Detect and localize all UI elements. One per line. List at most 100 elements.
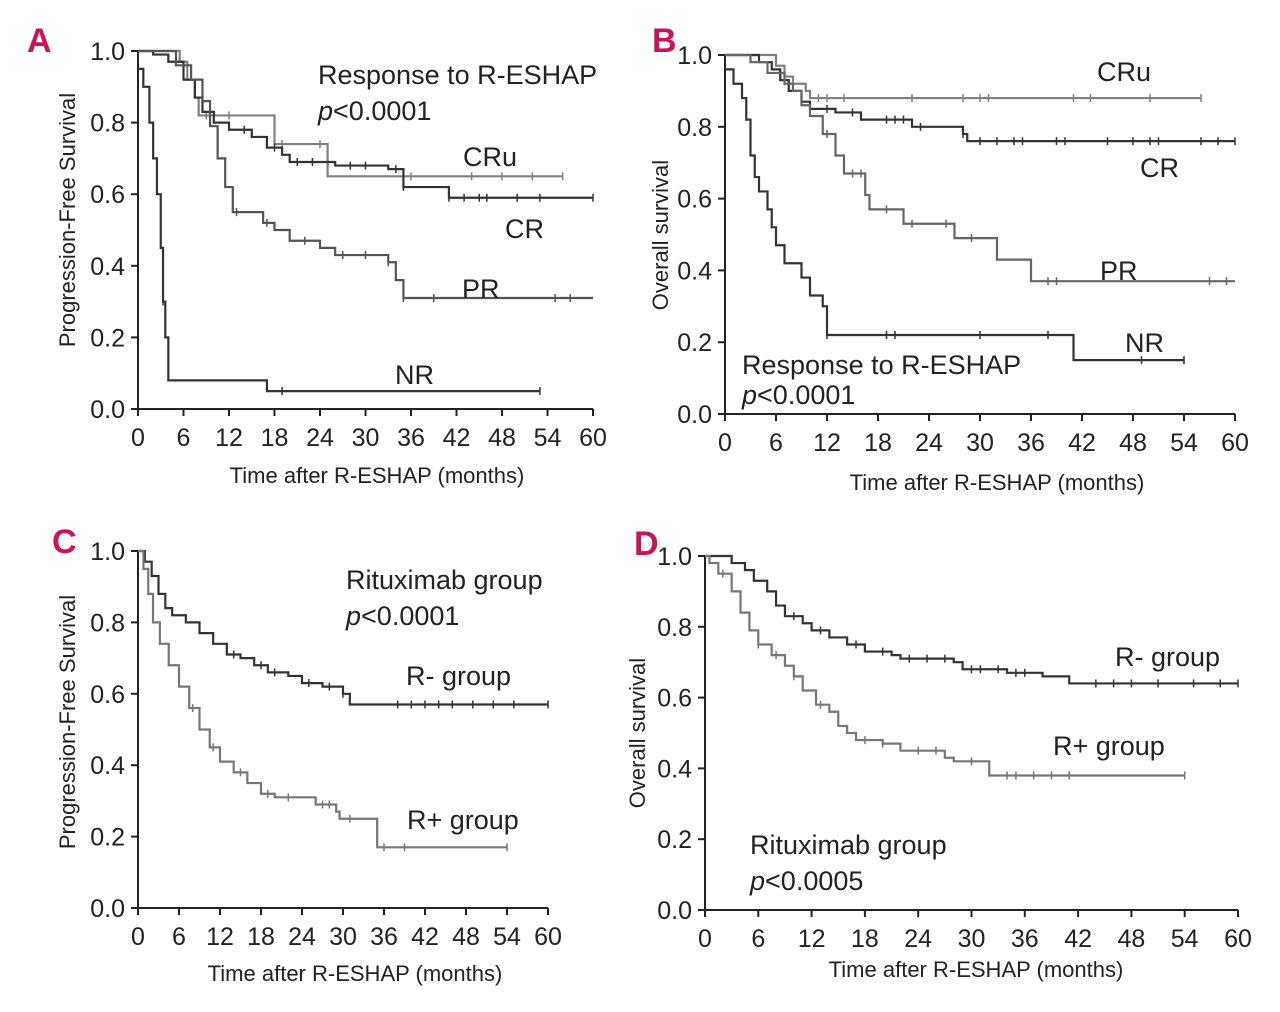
y-tick-label: 0.6 [90, 681, 125, 709]
x-tick-label: 0 [698, 925, 712, 953]
x-tick-label: 0 [131, 923, 145, 951]
x-tick-label: 42 [411, 923, 439, 951]
survival-curve [725, 53, 1235, 283]
panel-d: 0 6 12 18 24 30 36 42 48 54 60 0.0 0.2 0.4 0.6 0.8 1.0 Ti… [625, 525, 1252, 982]
p-value: p<0.0001 [741, 380, 855, 410]
p-value-text: <0.0001 [757, 380, 855, 410]
panel-letter: D [634, 525, 659, 563]
series-label: R- group [406, 661, 511, 691]
series-pr: PR [725, 53, 1235, 286]
y-tick-label: 1.0 [677, 42, 712, 70]
panel-a: 0 6 12 18 24 30 36 42 48 54 60 0.0 0.2 0.4 0.6 0.8 1.0 Ti… [27, 22, 607, 488]
y-tick-label: 0.8 [657, 614, 692, 642]
y-tick-label: 0.6 [90, 181, 125, 209]
x-tick-label: 0 [718, 429, 732, 457]
x-tick-label: 54 [1171, 925, 1199, 953]
p-symbol: p [345, 601, 361, 631]
x-tick-label: 6 [172, 923, 186, 951]
y-axis-label: Overall survival [648, 160, 673, 310]
x-tick-label: 18 [261, 424, 289, 452]
series-nr: NR [725, 68, 1185, 365]
series-pr: PR [138, 49, 593, 304]
x-tick-label: 12 [813, 429, 841, 457]
x-axis-label: Time after R-ESHAP (months) [230, 463, 525, 488]
y-tick-label: 0.0 [677, 401, 712, 429]
series-label: CRu [463, 142, 517, 172]
x-tick-label: 42 [1064, 925, 1092, 953]
y-tick-label: 1.0 [657, 543, 692, 571]
panel-letter: B [652, 22, 677, 60]
series-label: PR [462, 274, 500, 304]
y-tick-label: 0.0 [657, 897, 692, 925]
series-cr: CR [138, 49, 594, 244]
panel-letter: C [52, 523, 77, 561]
series-label: PR [1100, 256, 1138, 286]
panel-b: 0 6 12 18 24 30 36 42 48 54 60 0.0 0.2 0.4 0.6 0.8 1.0 Ti… [648, 22, 1249, 495]
series-label: NR [1125, 328, 1164, 358]
y-tick-label: 0.4 [657, 755, 692, 783]
y-tick-label: 0.8 [677, 114, 712, 142]
x-tick-label: 18 [864, 429, 892, 457]
x-tick-label: 54 [534, 424, 562, 452]
x-tick-label: 6 [751, 925, 765, 953]
x-tick-label: 30 [966, 429, 994, 457]
y-axis-label: Progression-Free Survival [55, 595, 80, 849]
x-tick-label: 6 [177, 424, 191, 452]
p-value-text: <0.0005 [765, 866, 863, 896]
y-tick-label: 0.2 [677, 329, 712, 357]
x-tick-label: 48 [488, 424, 516, 452]
series-label: NR [395, 360, 434, 390]
y-axis-label: Progression-Free Survival [55, 93, 80, 347]
p-value: p<0.0001 [317, 96, 431, 126]
series-label: R+ group [1053, 731, 1165, 761]
x-tick-label: 48 [1117, 925, 1145, 953]
x-tick-label: 30 [958, 925, 986, 953]
x-tick-label: 12 [215, 424, 243, 452]
y-tick-label: 0.4 [90, 253, 125, 281]
p-value: p<0.0005 [749, 866, 863, 896]
survival-curve [138, 549, 507, 849]
x-axis-label: Time after R-ESHAP (months) [208, 961, 503, 986]
x-tick-label: 60 [579, 424, 607, 452]
y-tick-label: 0.2 [90, 824, 125, 852]
panel-letter: A [27, 22, 52, 60]
x-tick-label: 24 [288, 923, 316, 951]
annotation-title: Response to R-ESHAP [742, 350, 1021, 380]
y-tick-label: 1.0 [90, 538, 125, 566]
y-tick-label: 0.0 [90, 895, 125, 923]
x-tick-label: 48 [452, 923, 480, 951]
p-symbol: p [741, 380, 757, 410]
survival-curve [725, 68, 1184, 362]
survival-curve [705, 554, 1185, 777]
x-tick-label: 54 [493, 923, 521, 951]
y-tick-label: 0.4 [90, 752, 125, 780]
x-tick-label: 12 [798, 925, 826, 953]
series-r-group: R- group [705, 554, 1239, 688]
annotation-title: Rituximab group [750, 830, 947, 860]
p-symbol: p [749, 866, 765, 896]
annotation-title: Rituximab group [346, 565, 543, 595]
y-tick-label: 0.0 [90, 396, 125, 424]
p-value-text: <0.0001 [361, 601, 459, 631]
y-axis-label: Overall survival [625, 658, 650, 808]
series-r-group: R+ group [138, 549, 519, 852]
x-axis-label: Time after R-ESHAP (months) [829, 957, 1124, 982]
p-symbol: p [317, 96, 333, 126]
x-tick-label: 18 [247, 923, 275, 951]
x-tick-label: 36 [1017, 429, 1045, 457]
x-tick-label: 18 [851, 925, 879, 953]
x-tick-label: 42 [1068, 429, 1096, 457]
series-nr: NR [138, 67, 541, 396]
survival-curve [138, 549, 548, 706]
x-tick-label: 60 [1221, 429, 1249, 457]
y-tick-label: 0.2 [657, 826, 692, 854]
annotation-title: Response to R-ESHAP [318, 60, 597, 90]
x-tick-label: 30 [329, 923, 357, 951]
series-cr: CR [725, 53, 1236, 183]
y-tick-label: 0.2 [90, 324, 125, 352]
x-tick-label: 24 [904, 925, 932, 953]
panel-c: 0 6 12 18 24 30 36 42 48 54 60 0.0 0.2 0.4 0.6 0.8 1.0 Ti… [52, 523, 562, 986]
series-label: R+ group [407, 805, 519, 835]
x-tick-label: 60 [1224, 925, 1252, 953]
